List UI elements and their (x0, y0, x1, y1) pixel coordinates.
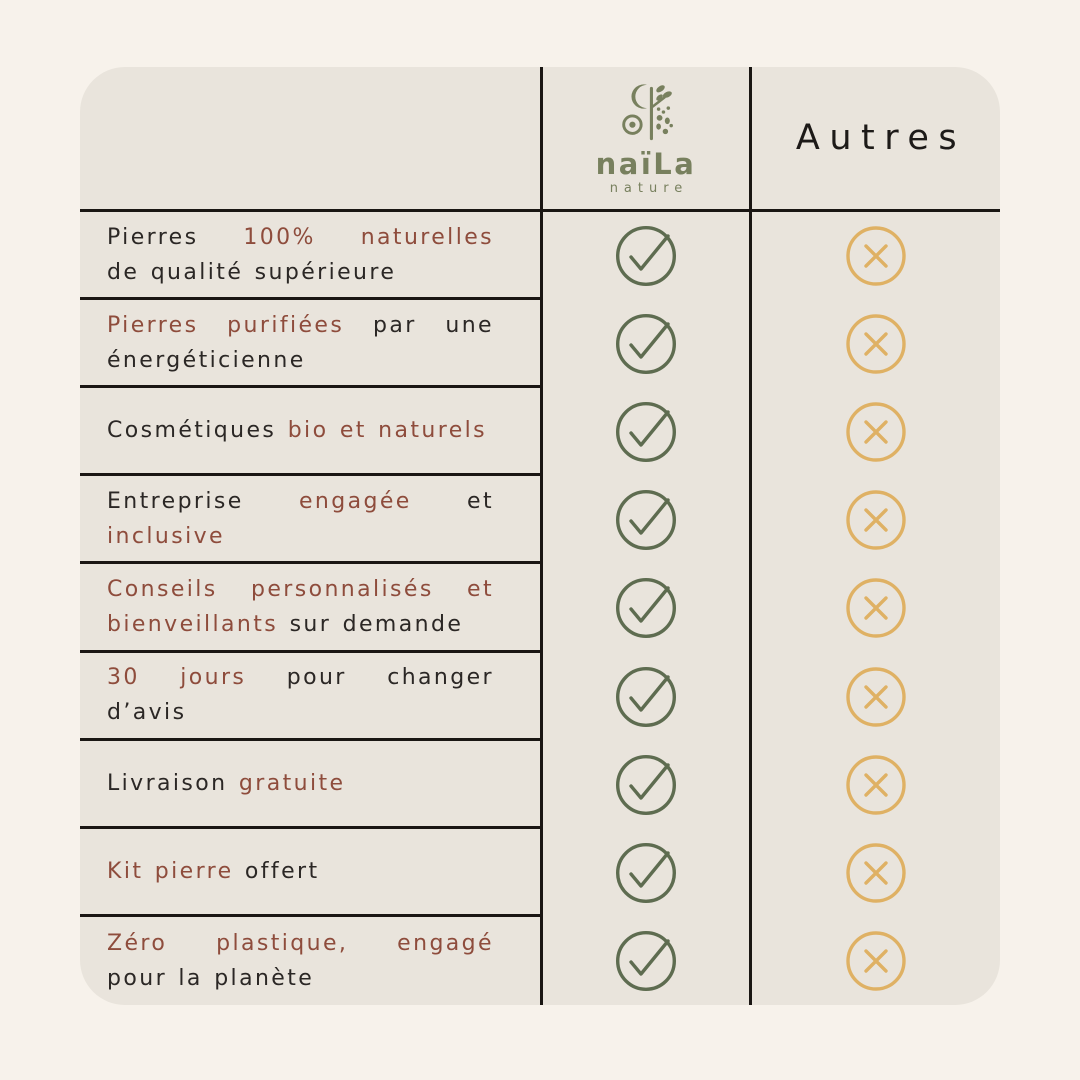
check-circle-icon (616, 842, 676, 903)
feature-text: Cosmétiques (107, 418, 288, 444)
naila-logo-icon (622, 84, 673, 141)
feature-text-accent: bienveillants (107, 611, 279, 637)
naila-value-cell (540, 212, 752, 301)
feature-text: Pierres (107, 224, 244, 250)
cross-circle-icon (846, 490, 906, 551)
feature-label: 30 jours pour changer d’avis (80, 653, 540, 741)
feature-text-accent: inclusive (107, 523, 225, 549)
check-circle-icon (616, 666, 676, 727)
feature-text: sur demande (278, 611, 464, 637)
feature-label: Pierres purifiées par une énergéticienne (80, 300, 540, 389)
naila-value-cell (540, 916, 752, 1005)
feature-text-accent: Pierres purifiées (107, 312, 345, 338)
check-circle-icon (616, 402, 676, 463)
feature-label: Kit pierre offert (80, 829, 540, 917)
competitor-value-cell (752, 388, 1000, 476)
brand-header-cell: naïLa nature (540, 67, 752, 212)
feature-text: offert (233, 858, 320, 884)
feature-text-accent: Conseils personnalisés et (107, 576, 494, 602)
competitor-value-cell (752, 476, 1000, 564)
cross-circle-icon (846, 402, 906, 462)
feature-text-accent: bio et naturels (287, 418, 488, 444)
competitor-label: Autres (795, 118, 967, 158)
check-circle-icon (616, 314, 676, 375)
comparison-table: naïLa nature Autres Pierres 100% naturel… (80, 67, 1000, 1005)
cross-circle-icon (846, 578, 906, 639)
competitor-value-cell (752, 741, 1000, 829)
check-circle-icon (616, 930, 676, 991)
feature-label: Cosmétiques bio et naturels (80, 388, 540, 477)
competitor-value-cell (752, 212, 1000, 300)
feature-text: par une (344, 312, 494, 338)
naila-value-cell (540, 652, 752, 741)
cross-circle-icon (846, 843, 906, 903)
naila-value-cell (540, 828, 752, 917)
feature-text: Entreprise (107, 488, 299, 514)
cross-circle-icon (846, 755, 906, 815)
feature-label: Livraison gratuite (80, 741, 540, 829)
competitor-value-cell (752, 829, 1000, 917)
feature-label: Zéro plastique, engagé pour la planète (80, 917, 540, 1005)
feature-text-accent: Kit pierre (107, 858, 234, 884)
check-circle-icon (616, 578, 676, 639)
feature-text-accent: 30 jours (107, 665, 247, 691)
check-circle-icon (616, 490, 676, 551)
check-circle-icon (616, 226, 676, 287)
header-empty-cell (80, 67, 540, 212)
naila-value-cell (540, 300, 752, 389)
feature-text: d’avis (107, 700, 187, 726)
feature-text: Livraison (107, 770, 239, 796)
feature-text-accent: engagée (298, 488, 412, 514)
naila-value-cell (540, 476, 752, 565)
feature-text-accent: 100% naturelles (243, 224, 495, 250)
cross-circle-icon (846, 314, 906, 374)
naila-value-cell (540, 564, 752, 653)
competitor-value-cell (752, 300, 1000, 388)
feature-label: Conseils personnalisés et bienveillants s… (80, 564, 540, 653)
competitor-value-cell (752, 653, 1000, 741)
competitor-value-cell (752, 564, 1000, 652)
feature-text: pour la planète (107, 965, 315, 991)
naila-value-cell (540, 388, 752, 477)
feature-text-accent: Zéro plastique, engagé (107, 930, 494, 956)
feature-text: pour changer (246, 665, 495, 691)
naila-value-cell (540, 740, 752, 829)
feature-text: et (411, 488, 494, 514)
feature-text: de qualité supérieure (107, 259, 397, 285)
cross-circle-icon (846, 931, 906, 991)
brand-wordmark: naïLa (595, 147, 697, 181)
brand-tagline: nature (609, 181, 689, 196)
comparison-card: naïLa nature Autres Pierres 100% naturel… (80, 67, 1000, 1005)
cross-circle-icon (846, 226, 906, 286)
feature-label: Pierres 100% naturelles de qualité supéri… (80, 212, 540, 301)
check-circle-icon (616, 754, 676, 815)
competitor-header-cell: Autres (752, 67, 1000, 212)
cross-circle-icon (846, 666, 906, 727)
feature-text: énergéticienne (107, 347, 306, 373)
feature-text-accent: gratuite (238, 770, 346, 796)
feature-label: Entreprise engagée et inclusive (80, 476, 540, 565)
competitor-value-cell (752, 917, 1000, 1005)
